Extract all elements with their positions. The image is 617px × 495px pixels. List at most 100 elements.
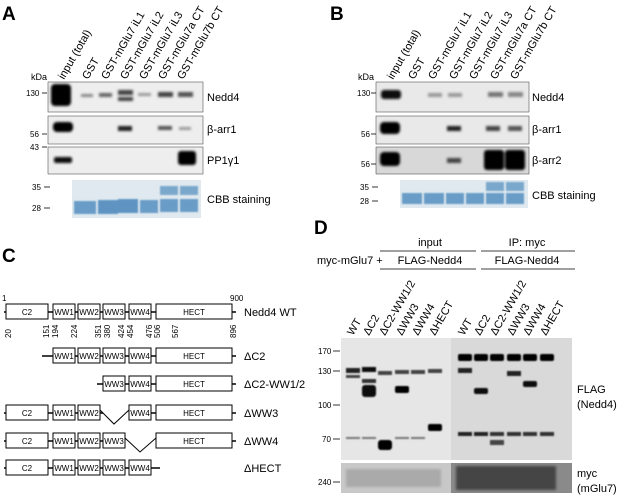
cbb-bands-a — [74, 186, 198, 214]
domain-ww2: WW2 — [79, 437, 99, 446]
position-start: 1 — [2, 294, 7, 303]
domain-c2: C2 — [22, 409, 33, 418]
position-number: 896 — [229, 324, 238, 338]
mw-marker: 56 — [361, 130, 370, 139]
domain-ww4: WW4 — [130, 464, 150, 473]
bands-a-nedd4 — [51, 84, 193, 106]
position-number: 224 — [70, 324, 79, 338]
domain-ww4: WW4 — [130, 409, 150, 418]
domain-hect: HECT — [183, 437, 205, 446]
domain-hect: HECT — [183, 380, 205, 389]
construct-name: ΔWW3 — [244, 408, 278, 420]
bands-a-pp1 — [54, 151, 196, 165]
domain-ww3: WW3 — [104, 308, 124, 317]
flag-ip-label: FLAG-Nedd4 — [495, 255, 560, 267]
lane-label: ΔC2 — [472, 313, 493, 338]
domain-positions: 20 151 194 224 351 380 424 454 476 506 5… — [4, 324, 238, 338]
position-number: 506 — [153, 324, 162, 338]
kda-label: kDa — [358, 72, 374, 82]
panel-d-lane-labels: WT ΔC2 ΔC2-WW1/2 ΔWW3 ΔWW4 ΔHECT WT ΔC2 … — [345, 279, 567, 338]
kda-label: kDa — [31, 72, 47, 82]
blot-label: β-arr2 — [532, 155, 562, 167]
construct-name: ΔC2 — [244, 351, 265, 363]
construct-dhect: C2 WW1 WW2 WW3 WW4 — [4, 459, 160, 476]
mw-marker: 240 — [318, 478, 332, 487]
bands-b-barr2 — [380, 150, 525, 170]
domain-ww2: WW2 — [79, 409, 99, 418]
lane-label: WT — [456, 316, 475, 337]
ip-label: IP: myc — [509, 237, 546, 249]
blot-a-pp1 — [47, 146, 204, 175]
mw-marker: 35 — [32, 183, 41, 192]
position-number: 454 — [126, 324, 135, 338]
domain-hect: HECT — [183, 308, 205, 317]
domain-ww3: WW3 — [104, 437, 124, 446]
domain-ww1: WW1 — [54, 437, 74, 446]
domain-c2: C2 — [22, 308, 33, 317]
mw-marker: 56 — [30, 130, 39, 139]
mw-marker: 35 — [360, 183, 369, 192]
domain-hect: HECT — [183, 409, 205, 418]
blot-label: Nedd4 — [532, 92, 564, 104]
position-number: 194 — [51, 324, 60, 338]
mw-marker: 130 — [318, 367, 332, 376]
mw-marker: 43 — [30, 143, 39, 152]
bands-a-barr1 — [53, 122, 191, 132]
flag-input-label: FLAG-Nedd4 — [398, 255, 463, 267]
domain-ww1: WW1 — [54, 352, 74, 361]
mw-marker: 56 — [361, 160, 370, 169]
mw-marker: 100 — [318, 401, 332, 410]
domain-hect: HECT — [183, 352, 205, 361]
position-number: 20 — [4, 329, 13, 338]
domain-ww1: WW1 — [54, 464, 74, 473]
lane-label: GST — [406, 56, 428, 82]
bands-d-myc — [346, 466, 556, 490]
domain-ww4: WW4 — [130, 352, 150, 361]
blot-label: FLAG — [577, 384, 606, 396]
panel-b-lane-labels: input (total) GST GST-mGlu7 iL1 GST-mGlu… — [385, 4, 559, 81]
bands-b-nedd4 — [381, 90, 523, 99]
panel-a-letter: A — [2, 4, 16, 25]
mw-marker: 130 — [357, 89, 371, 98]
panel-a-lane-labels: input (total) GST GST-mGlu7 iL1 GST-mGlu… — [56, 4, 226, 81]
mw-marker: 130 — [26, 89, 40, 98]
bands-d-flag — [346, 354, 554, 450]
domain-ww2: WW2 — [79, 308, 99, 317]
mw-marker: 70 — [322, 435, 331, 444]
construct-name: ΔHECT — [244, 463, 282, 475]
bands-b-barr1 — [380, 122, 522, 134]
position-number: 380 — [103, 324, 112, 338]
position-number: 151 — [42, 324, 51, 338]
blot-label: PP1γ1 — [207, 155, 239, 167]
blot-label: (Nedd4) — [577, 399, 617, 411]
mw-marker: 28 — [32, 204, 41, 213]
domain-c2: C2 — [22, 437, 33, 446]
domain-ww3: WW3 — [104, 352, 124, 361]
domain-ww2: WW2 — [79, 464, 99, 473]
position-number: 476 — [145, 324, 154, 338]
domain-c2: C2 — [22, 464, 33, 473]
panel-c-letter: C — [2, 246, 16, 267]
blot-label: β-arr1 — [207, 124, 237, 136]
construct-name: ΔWW4 — [244, 436, 278, 448]
domain-ww4: WW4 — [130, 380, 150, 389]
construct-dww3: C2 WW1 WW2 WW4 HECT — [4, 404, 236, 425]
blot-label: (mGlu7) — [577, 483, 617, 495]
panel-d-letter: D — [314, 218, 328, 239]
position-number: 424 — [117, 324, 126, 338]
domain-ww4: WW4 — [130, 308, 150, 317]
construct-dww4: C2 WW1 WW2 WW3 HECT — [4, 432, 236, 453]
myc-label: myc-mGlu7 + — [317, 255, 383, 267]
blot-label: β-arr1 — [532, 124, 562, 136]
mw-marker: 170 — [318, 347, 332, 356]
blot-label: myc — [577, 468, 598, 480]
domain-ww3: WW3 — [104, 380, 124, 389]
construct-dc2-ww12: WW3 WW4 HECT — [97, 375, 236, 392]
position-number: 351 — [94, 324, 103, 338]
blot-label: CBB staining — [207, 194, 271, 206]
construct-wt: C2 WW1 WW2 WW3 WW4 HECT — [4, 303, 236, 320]
position-number: 567 — [171, 324, 180, 338]
domain-ww2: WW2 — [79, 352, 99, 361]
blot-label: Nedd4 — [207, 92, 239, 104]
construct-dc2: WW1 WW2 WW3 WW4 HECT — [42, 347, 236, 364]
